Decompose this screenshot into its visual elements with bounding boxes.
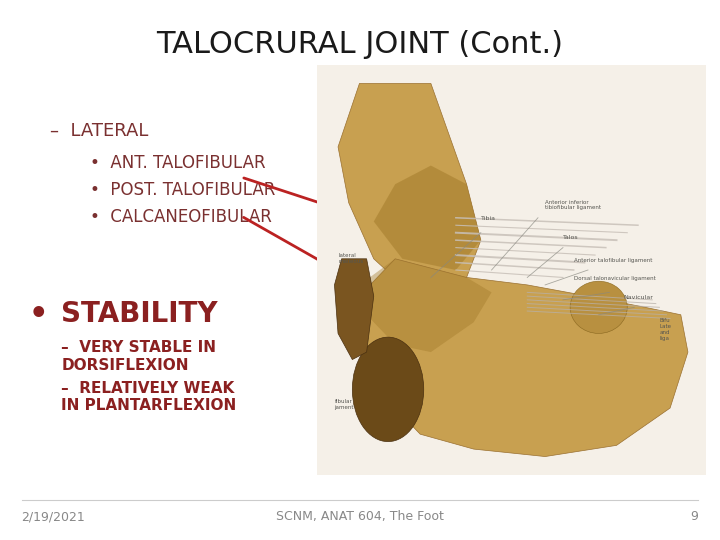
Text: 2/19/2021: 2/19/2021 <box>22 510 86 523</box>
Text: •  ANT. TALOFIBULAR: • ANT. TALOFIBULAR <box>90 154 266 172</box>
Text: STABILITY: STABILITY <box>61 300 218 328</box>
Text: fibular
jament: fibular jament <box>335 399 354 410</box>
Ellipse shape <box>570 281 627 333</box>
Text: TALOCRURAL JOINT (Cont.): TALOCRURAL JOINT (Cont.) <box>156 30 564 59</box>
Text: Tibia: Tibia <box>480 217 495 221</box>
Polygon shape <box>335 259 374 360</box>
Text: 9: 9 <box>690 510 698 523</box>
Text: •  CALCANEOFIBULAR: • CALCANEOFIBULAR <box>90 208 272 226</box>
Text: •: • <box>29 300 48 329</box>
Text: –  LATERAL: – LATERAL <box>50 122 149 139</box>
Text: SCNM, ANAT 604, The Foot: SCNM, ANAT 604, The Foot <box>276 510 444 523</box>
Text: Navicular: Navicular <box>624 295 654 300</box>
Polygon shape <box>359 259 492 352</box>
Polygon shape <box>374 166 481 270</box>
Text: Anterior talofibular ligament: Anterior talofibular ligament <box>574 258 652 262</box>
Polygon shape <box>359 259 688 456</box>
Text: Dorsal talonavicular ligament: Dorsal talonavicular ligament <box>574 276 655 281</box>
Text: •  POST. TALOFIBULAR: • POST. TALOFIBULAR <box>90 181 275 199</box>
Ellipse shape <box>352 337 424 442</box>
Polygon shape <box>338 84 481 296</box>
Text: lateral
malleous: lateral malleous <box>338 253 363 264</box>
Text: Bifu
Late
and
liga: Bifu Late and liga <box>660 319 671 341</box>
Text: Anterior inferior
tibiofibular ligament: Anterior inferior tibiofibular ligament <box>545 199 601 210</box>
Text: –  RELATIVELY WEAK
IN PLANTARFLEXION: – RELATIVELY WEAK IN PLANTARFLEXION <box>61 381 236 413</box>
Text: –  VERY STABLE IN
DORSIFLEXION: – VERY STABLE IN DORSIFLEXION <box>61 340 216 373</box>
Text: Talos: Talos <box>563 235 579 240</box>
